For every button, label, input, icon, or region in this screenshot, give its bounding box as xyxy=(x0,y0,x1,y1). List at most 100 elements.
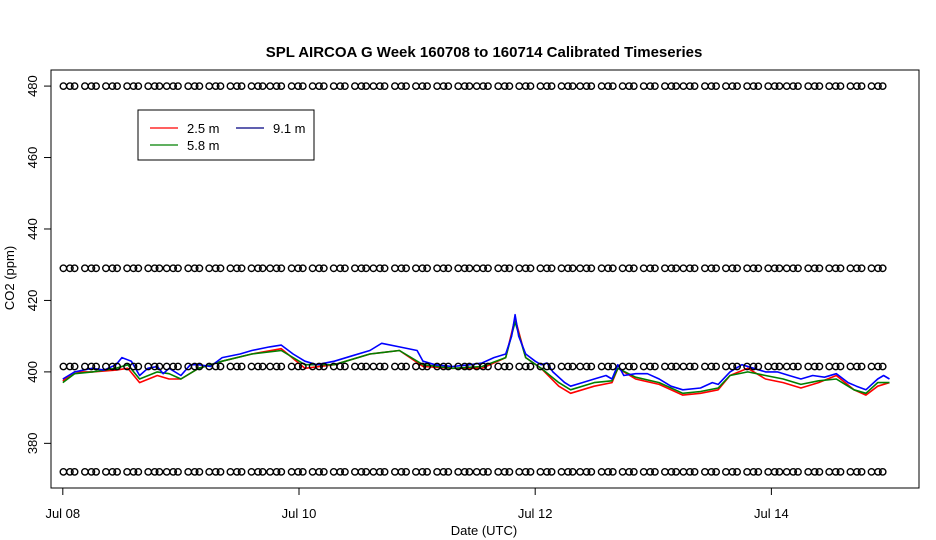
marker-point xyxy=(587,264,596,273)
marker-point xyxy=(526,264,535,273)
marker-point xyxy=(639,82,648,91)
marker-point xyxy=(568,362,577,371)
marker-point xyxy=(667,362,676,371)
marker-point xyxy=(743,82,751,91)
marker-point xyxy=(258,467,267,476)
marker-point xyxy=(129,264,138,273)
marker-point xyxy=(494,264,503,273)
marker-point xyxy=(444,82,453,91)
marker-point xyxy=(587,362,596,371)
marker-point xyxy=(123,264,132,273)
marker-point xyxy=(853,362,861,371)
marker-point xyxy=(174,362,182,371)
marker-point xyxy=(460,82,469,91)
marker-point xyxy=(129,362,138,371)
marker-point xyxy=(764,264,773,273)
marker-point xyxy=(728,82,737,91)
marker-point xyxy=(232,362,241,371)
marker-point xyxy=(134,467,143,476)
marker-point xyxy=(846,82,855,91)
marker-point xyxy=(857,82,866,91)
marker-point xyxy=(237,362,246,371)
marker-point xyxy=(460,467,469,476)
marker-point xyxy=(390,264,399,273)
marker-point xyxy=(500,82,509,91)
marker-point xyxy=(831,467,840,476)
marker-point xyxy=(81,264,89,273)
marker-point xyxy=(205,467,214,476)
marker-point xyxy=(155,82,164,91)
marker-point xyxy=(102,467,110,476)
marker-point xyxy=(484,467,492,476)
markers-372 xyxy=(59,467,887,476)
marker-point xyxy=(564,82,572,91)
y-tick-label: 400 xyxy=(25,361,40,383)
marker-point xyxy=(418,264,427,273)
marker-point xyxy=(211,362,220,371)
marker-point xyxy=(319,264,328,273)
marker-point xyxy=(582,362,591,371)
marker-point xyxy=(846,467,855,476)
marker-point xyxy=(629,362,638,371)
marker-point xyxy=(646,82,655,91)
marker-point xyxy=(789,82,798,91)
marker-point xyxy=(237,264,246,273)
marker-point xyxy=(266,264,274,273)
marker-point xyxy=(707,362,716,371)
marker-point xyxy=(315,467,323,476)
marker-point xyxy=(375,82,384,91)
marker-point xyxy=(150,264,159,273)
marker-point xyxy=(129,82,138,91)
marker-point xyxy=(515,362,524,371)
marker-point xyxy=(87,82,96,91)
markers-429 xyxy=(59,264,887,273)
marker-point xyxy=(815,362,824,371)
marker-point xyxy=(397,264,406,273)
marker-point xyxy=(66,362,74,371)
marker-point xyxy=(789,467,798,476)
marker-point xyxy=(59,264,68,273)
series-line-2-5-m xyxy=(62,317,890,396)
chart-title: SPL AIRCOA G Week 160708 to 160714 Calib… xyxy=(266,44,703,61)
marker-point xyxy=(836,467,845,476)
marker-point xyxy=(825,467,834,476)
marker-point xyxy=(564,467,572,476)
series-layer xyxy=(62,313,890,396)
marker-point xyxy=(340,467,349,476)
marker-point xyxy=(350,264,359,273)
marker-point xyxy=(712,264,720,273)
marker-point xyxy=(597,362,606,371)
marker-point xyxy=(397,467,406,476)
marker-point xyxy=(397,82,406,91)
marker-point xyxy=(258,362,267,371)
marker-point xyxy=(661,82,669,91)
marker-point xyxy=(169,264,178,273)
marker-point xyxy=(576,82,584,91)
marker-point xyxy=(232,264,241,273)
marker-point xyxy=(867,362,876,371)
marker-point xyxy=(690,467,699,476)
marker-point xyxy=(597,467,606,476)
marker-point xyxy=(439,362,448,371)
marker-point xyxy=(362,362,370,371)
marker-point xyxy=(81,82,89,91)
marker-point xyxy=(402,82,410,91)
marker-point xyxy=(625,82,633,91)
legend-label: 2.5 m xyxy=(187,121,220,136)
marker-point xyxy=(336,362,345,371)
marker-point xyxy=(639,264,648,273)
marker-point xyxy=(604,467,612,476)
marker-point xyxy=(362,467,370,476)
marker-point xyxy=(465,362,474,371)
marker-point xyxy=(460,362,469,371)
marker-layer xyxy=(59,82,887,476)
marker-point xyxy=(375,467,384,476)
marker-point xyxy=(340,264,349,273)
marker-point xyxy=(444,467,453,476)
marker-point xyxy=(815,467,824,476)
x-tick-label: Jul 10 xyxy=(282,506,317,521)
marker-point xyxy=(825,264,834,273)
marker-point xyxy=(226,362,235,371)
marker-point xyxy=(254,82,262,91)
marker-point xyxy=(357,82,366,91)
